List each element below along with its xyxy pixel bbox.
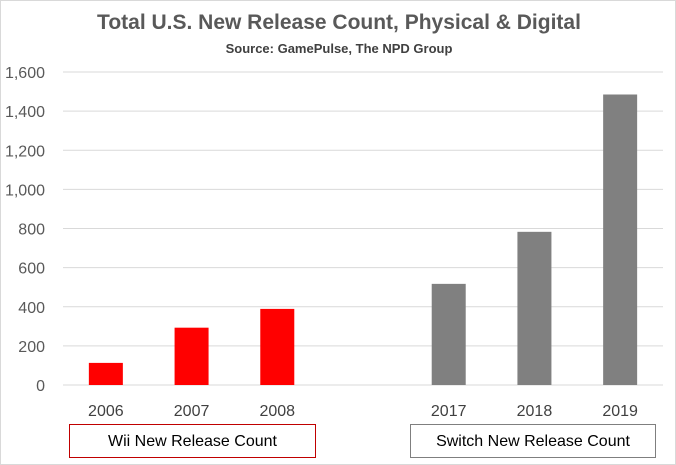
bar-2017 <box>431 283 466 385</box>
bar-2006 <box>88 362 123 385</box>
x-tick-label: 2017 <box>431 403 467 420</box>
chart-title: Total U.S. New Release Count, Physical &… <box>97 11 581 34</box>
y-tick-label: 800 <box>18 222 45 239</box>
y-tick-label: 600 <box>18 261 45 278</box>
x-tick-label: 2019 <box>602 403 638 420</box>
bar-2019 <box>603 94 638 385</box>
y-tick-label: 0 <box>36 378 45 395</box>
x-tick-label: 2006 <box>88 403 124 420</box>
x-tick-label: 2007 <box>174 403 210 420</box>
x-tick-label: 2008 <box>259 403 295 420</box>
y-tick-label: 1,400 <box>5 104 45 121</box>
y-tick-label: 400 <box>18 300 45 317</box>
y-tick-label: 1,200 <box>5 143 45 160</box>
bar-2007 <box>174 327 209 385</box>
bar-2018 <box>517 231 552 385</box>
y-tick-label: 1,000 <box>5 182 45 199</box>
y-tick-label: 1,600 <box>5 65 45 82</box>
bar-2008 <box>260 308 295 385</box>
legend-wii: Wii New Release Count <box>69 424 316 458</box>
y-tick-label: 200 <box>18 339 45 356</box>
chart-subtitle: Source: GamePulse, The NPD Group <box>225 41 453 56</box>
legend-switch: Switch New Release Count <box>410 424 656 458</box>
x-tick-label: 2018 <box>517 403 553 420</box>
